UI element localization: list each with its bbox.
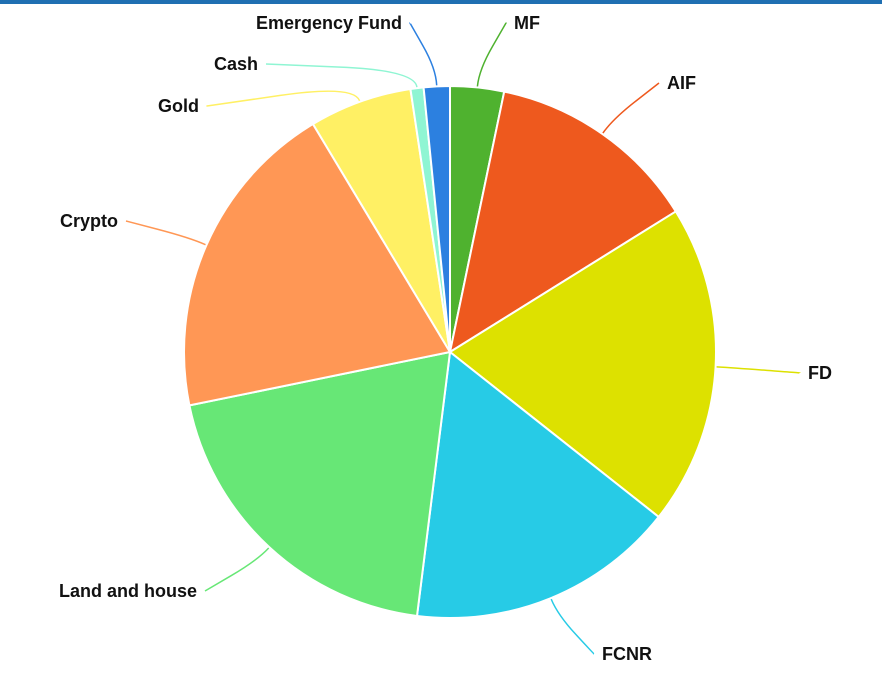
leader-line-crypto [125, 220, 206, 246]
pie-label-crypto: Crypto [60, 211, 118, 231]
pie-slice-emergency-fund[interactable] [422, 85, 451, 353]
pie-label-fcnr: FCNR [602, 644, 652, 664]
leader-line-gold [206, 90, 361, 107]
label-leader-lines [125, 22, 801, 655]
leader-line-land-and-house [204, 547, 270, 592]
pie-slice-fd[interactable] [449, 210, 717, 518]
pie-slice-aif[interactable] [449, 90, 677, 353]
leader-line-fcnr [550, 598, 595, 655]
leader-line-emergency-fund [409, 22, 438, 86]
pie-label-gold: Gold [158, 96, 199, 116]
pie-slice-crypto[interactable] [183, 123, 451, 407]
pie-label-land-and-house: Land and house [59, 581, 197, 601]
pie-label-fd: FD [808, 363, 832, 383]
top-accent-bar [0, 0, 882, 4]
pie-label-aif: AIF [667, 73, 696, 93]
pie-label-cash: Cash [214, 54, 258, 74]
pie-slice-fcnr[interactable] [415, 351, 660, 619]
leader-line-mf [476, 22, 507, 87]
pie-slice-land-and-house[interactable] [188, 351, 451, 617]
pie-label-mf: MF [514, 13, 540, 33]
leader-line-fd [716, 366, 801, 374]
leader-line-cash [265, 63, 418, 88]
pie-label-emergency-fund: Emergency Fund [256, 13, 402, 33]
pie-labels: MF AIF FD FCNR Land and house Crypto Gold Cash E… [59, 13, 832, 664]
pie-slices [183, 85, 717, 619]
leader-line-aif [602, 82, 660, 134]
